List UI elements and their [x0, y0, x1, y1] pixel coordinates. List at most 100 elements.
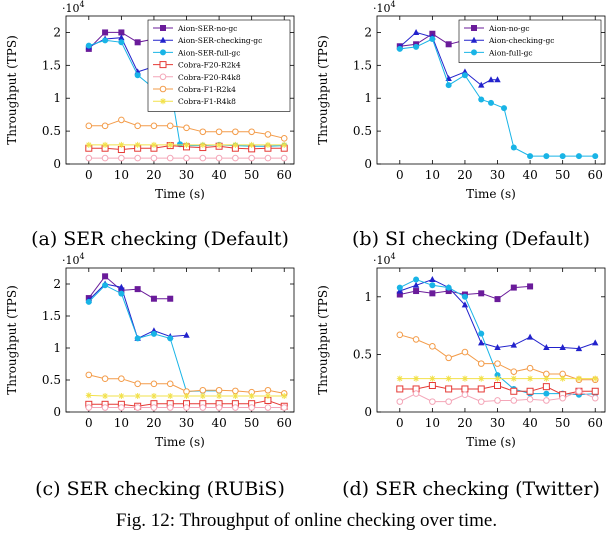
data-point — [102, 141, 109, 148]
data-point — [134, 404, 141, 411]
data-point — [183, 404, 190, 411]
series-6 — [85, 116, 288, 142]
data-point — [510, 397, 518, 404]
x-tick-label: 20 — [457, 416, 472, 430]
data-point — [166, 122, 174, 130]
data-point — [396, 284, 403, 291]
data-point — [542, 383, 550, 391]
data-point — [429, 290, 436, 297]
data-point — [477, 360, 485, 367]
data-point — [118, 154, 125, 162]
data-point — [477, 398, 485, 405]
data-point — [396, 385, 404, 393]
x-tick-label: 40 — [211, 168, 226, 182]
data-point — [527, 283, 534, 290]
x-tick-label: 50 — [555, 168, 570, 182]
y-tick-label: 2 — [364, 25, 372, 39]
data-point — [118, 393, 125, 399]
data-point — [559, 375, 566, 382]
data-point — [150, 295, 157, 302]
series-5 — [85, 404, 288, 411]
data-point — [215, 128, 223, 136]
data-point — [413, 375, 420, 382]
data-point — [510, 368, 518, 375]
data-point — [215, 404, 223, 411]
plot-frame — [376, 267, 606, 413]
data-point — [101, 122, 109, 130]
data-point — [494, 343, 501, 350]
data-point — [526, 387, 534, 395]
data-point — [543, 153, 550, 160]
data-point — [510, 284, 517, 291]
chart-panel-1: 0 10 20 30 40 50 60 0 0.5 1 1.5 2·104 Time (s) Throug… — [5, 0, 295, 250]
data-point — [559, 343, 566, 350]
series-6 — [85, 371, 288, 397]
plot-frame — [376, 15, 606, 165]
y-tick-label: 0.5 — [42, 124, 61, 138]
x-tick-label: 0 — [396, 168, 404, 182]
x-tick-label: 60 — [588, 168, 603, 182]
data-point — [102, 273, 109, 280]
y-tick-label: 1 — [53, 91, 61, 105]
data-point — [101, 375, 109, 383]
y-axis-label: Throughput (TPS) — [316, 285, 330, 395]
y-tick-label: 0 — [53, 405, 61, 419]
data-point — [264, 141, 271, 148]
data-point — [232, 387, 239, 395]
data-point — [488, 99, 494, 106]
x-tick-label: 0 — [85, 416, 93, 430]
subfigure-caption: (a) SER checking (Default) — [31, 228, 289, 250]
x-tick-label: 40 — [522, 416, 537, 430]
data-point — [280, 154, 288, 162]
data-point — [510, 144, 517, 151]
legend-entry: Aion-full-gc — [488, 48, 533, 57]
data-point — [445, 385, 453, 393]
data-point — [264, 393, 271, 399]
data-point — [445, 288, 452, 295]
data-point — [461, 72, 468, 79]
data-point — [494, 375, 501, 382]
data-point — [575, 153, 582, 160]
y-tick-label: 1 — [364, 91, 372, 105]
legend-entry: Aion-no-gc — [488, 24, 530, 33]
data-point — [264, 154, 272, 162]
y-scale-exponent: 4 — [80, 0, 85, 9]
data-point — [150, 380, 158, 388]
y-tick-label: 1 — [364, 290, 372, 304]
data-point — [501, 105, 508, 112]
data-point — [134, 154, 141, 162]
data-point — [216, 141, 223, 148]
data-point — [166, 404, 174, 411]
x-axis-label: Time (s) — [466, 435, 516, 449]
y-tick-label: 0 — [53, 157, 61, 171]
subfigure-caption: (c) SER checking (RUBiS) — [35, 478, 285, 500]
legend-entry: Cobra-F1-R2k4 — [178, 85, 236, 94]
data-point — [232, 128, 239, 136]
data-point — [461, 375, 468, 382]
chart-panel-4: 0 10 20 30 40 50 60 0 0.5 1 ·104 Time (s) Throughput… — [316, 252, 606, 500]
x-tick-label: 30 — [179, 168, 194, 182]
data-point — [461, 348, 469, 356]
x-tick-label: 60 — [588, 416, 603, 430]
data-point — [216, 393, 223, 399]
x-tick-label: 10 — [425, 416, 440, 430]
data-point — [575, 387, 583, 395]
data-point — [102, 29, 109, 36]
data-point — [264, 404, 272, 411]
y-scale-exponent: 4 — [80, 252, 85, 261]
y-axis-label: Throughput (TPS) — [316, 35, 330, 145]
data-point — [85, 42, 92, 49]
data-point — [592, 339, 599, 346]
data-point — [478, 96, 485, 103]
y-tick-label: 2 — [53, 277, 61, 291]
data-point — [413, 276, 420, 283]
data-point — [429, 276, 436, 283]
data-point — [592, 153, 599, 160]
legend-box — [147, 19, 291, 112]
legend-swatch-marker — [159, 85, 167, 93]
x-tick-label: 50 — [244, 416, 259, 430]
data-point — [199, 128, 207, 136]
data-point — [510, 387, 518, 395]
data-point — [461, 301, 469, 308]
data-point — [478, 81, 485, 88]
